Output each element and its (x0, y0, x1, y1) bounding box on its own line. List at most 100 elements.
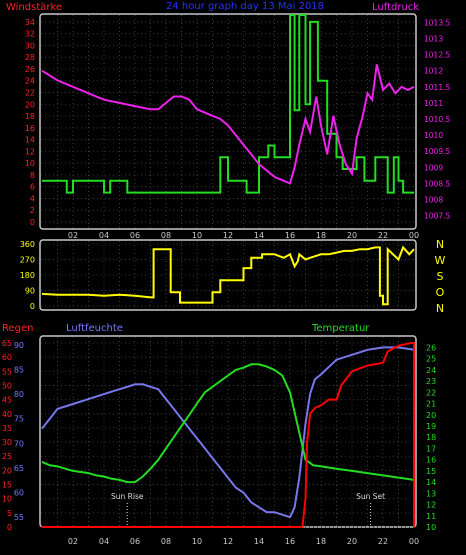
pressure-tick-label: 1008.5 (424, 179, 450, 188)
temperature-tick-label: 24 (426, 366, 436, 375)
sun-annotation-label: Sun Rise (111, 492, 144, 501)
humidity-tick-label: 60 (14, 489, 24, 498)
rain-tick-label: 15 (2, 481, 12, 490)
direction-tick-label: 360 (20, 240, 35, 249)
temperature-tick-label: 20 (426, 411, 436, 420)
pressure-tick-label: 1009.5 (424, 147, 450, 156)
wind-tick-label: 2 (30, 206, 35, 215)
rain-tick-label: 0 (7, 523, 12, 532)
panel-wind-pressure: 24 hour graph day 13 Mai 2018 Windstärke… (6, 1, 450, 240)
hour-tick-label: 14 (254, 537, 264, 546)
pressure-tick-label: 1007.5 (424, 212, 450, 221)
wind-tick-label: 32 (25, 30, 35, 39)
sun-annotation-label: Sun Set (356, 492, 385, 501)
wind-tick-label: 24 (25, 77, 35, 86)
humidity-tick-label: 85 (14, 366, 24, 375)
humidity-tick-label: 80 (14, 390, 24, 399)
pressure-tick-label: 1012.5 (424, 51, 450, 60)
temperature-tick-label: 22 (426, 388, 436, 397)
wind-tick-label: 30 (25, 41, 35, 50)
panel2-frame (39, 239, 417, 311)
wind-tick-label: 26 (25, 65, 35, 74)
direction-tick-label: 0 (30, 302, 35, 311)
hour-tick-label: 12 (223, 231, 233, 240)
temperature-tick-label: 10 (426, 523, 436, 532)
temperature-tick-label: 18 (426, 433, 436, 442)
compass-letter: W (435, 254, 446, 267)
temperature-tick-label: 15 (426, 467, 436, 476)
rain-tick-label: 35 (2, 424, 12, 433)
hour-tick-label: 06 (130, 537, 140, 546)
temperature-tick-label: 17 (426, 444, 436, 453)
temperature-series-line (41, 363, 415, 484)
hour-tick-label: 14 (254, 231, 264, 240)
rain-axis-label: Regen (2, 323, 34, 334)
wind-axis-label: Windstärke (6, 2, 62, 13)
wind-tick-label: 10 (25, 159, 35, 168)
wind-series-line (42, 14, 414, 194)
temperature-tick-label: 13 (426, 489, 436, 498)
direction-tick-label: 270 (20, 256, 35, 265)
rain-series-line (42, 342, 415, 528)
wind-direction-line (41, 245, 415, 306)
hour-tick-label: 16 (285, 231, 295, 240)
wind-tick-label: 16 (25, 124, 35, 133)
hour-tick-label: 20 (347, 537, 357, 546)
temperature-tick-label: 16 (426, 456, 436, 465)
rain-tick-label: 45 (2, 396, 12, 405)
hour-tick-label: 08 (161, 231, 171, 240)
hour-tick-label: 22 (378, 537, 388, 546)
humidity-tick-label: 70 (14, 439, 24, 448)
wind-tick-label: 0 (30, 218, 35, 227)
chart1-title: 24 hour graph day 13 Mai 2018 (166, 1, 324, 12)
hour-tick-label: 08 (161, 537, 171, 546)
compass-letter: N (436, 302, 444, 315)
hour-tick-label: 00 (409, 537, 419, 546)
direction-tick-label: 180 (20, 271, 35, 280)
hour-tick-label: 04 (99, 537, 109, 546)
pressure-tick-label: 1010.5 (424, 115, 450, 124)
direction-tick-label: 90 (25, 287, 35, 296)
wind-tick-label: 28 (25, 53, 35, 62)
hour-tick-label: 22 (378, 231, 388, 240)
temperature-tick-label: 19 (426, 422, 436, 431)
compass-letter: S (437, 270, 444, 283)
wind-tick-label: 6 (30, 183, 35, 192)
humidity-tick-label: 65 (14, 464, 24, 473)
humidity-axis-label: Luftfeuchte (66, 323, 123, 334)
rain-tick-label: 50 (2, 381, 12, 390)
wind-tick-label: 22 (25, 89, 35, 98)
wind-tick-label: 20 (25, 100, 35, 109)
pressure-tick-label: 1010 (424, 131, 443, 140)
rain-tick-label: 55 (2, 367, 12, 376)
hour-tick-label: 02 (68, 537, 78, 546)
panel1-frame (39, 13, 417, 230)
hour-tick-label: 04 (99, 231, 109, 240)
hour-tick-label: 18 (316, 231, 326, 240)
rain-tick-label: 40 (2, 410, 12, 419)
wind-tick-label: 4 (30, 194, 35, 203)
compass-letter: O (436, 286, 445, 299)
rain-tick-label: 65 (2, 339, 12, 348)
temperature-tick-label: 12 (426, 501, 436, 510)
humidity-series-line (41, 346, 415, 519)
wind-tick-label: 12 (25, 147, 35, 156)
rain-tick-label: 30 (2, 438, 12, 447)
hour-tick-label: 10 (192, 231, 202, 240)
rain-tick-label: 60 (2, 353, 12, 362)
hour-tick-label: 12 (223, 537, 233, 546)
hour-tick-label: 18 (316, 537, 326, 546)
wind-tick-label: 14 (25, 136, 35, 145)
rain-tick-label: 10 (2, 495, 12, 504)
wind-tick-label: 8 (30, 171, 35, 180)
wind-tick-label: 18 (25, 112, 35, 121)
hour-tick-label: 06 (130, 231, 140, 240)
compass-letter: N (436, 238, 444, 251)
rain-tick-label: 5 (7, 509, 12, 518)
hour-tick-label: 02 (68, 231, 78, 240)
humidity-tick-label: 55 (14, 513, 24, 522)
rain-tick-label: 20 (2, 466, 12, 475)
pressure-tick-label: 1008 (424, 195, 443, 204)
pressure-tick-label: 1012 (424, 67, 443, 76)
